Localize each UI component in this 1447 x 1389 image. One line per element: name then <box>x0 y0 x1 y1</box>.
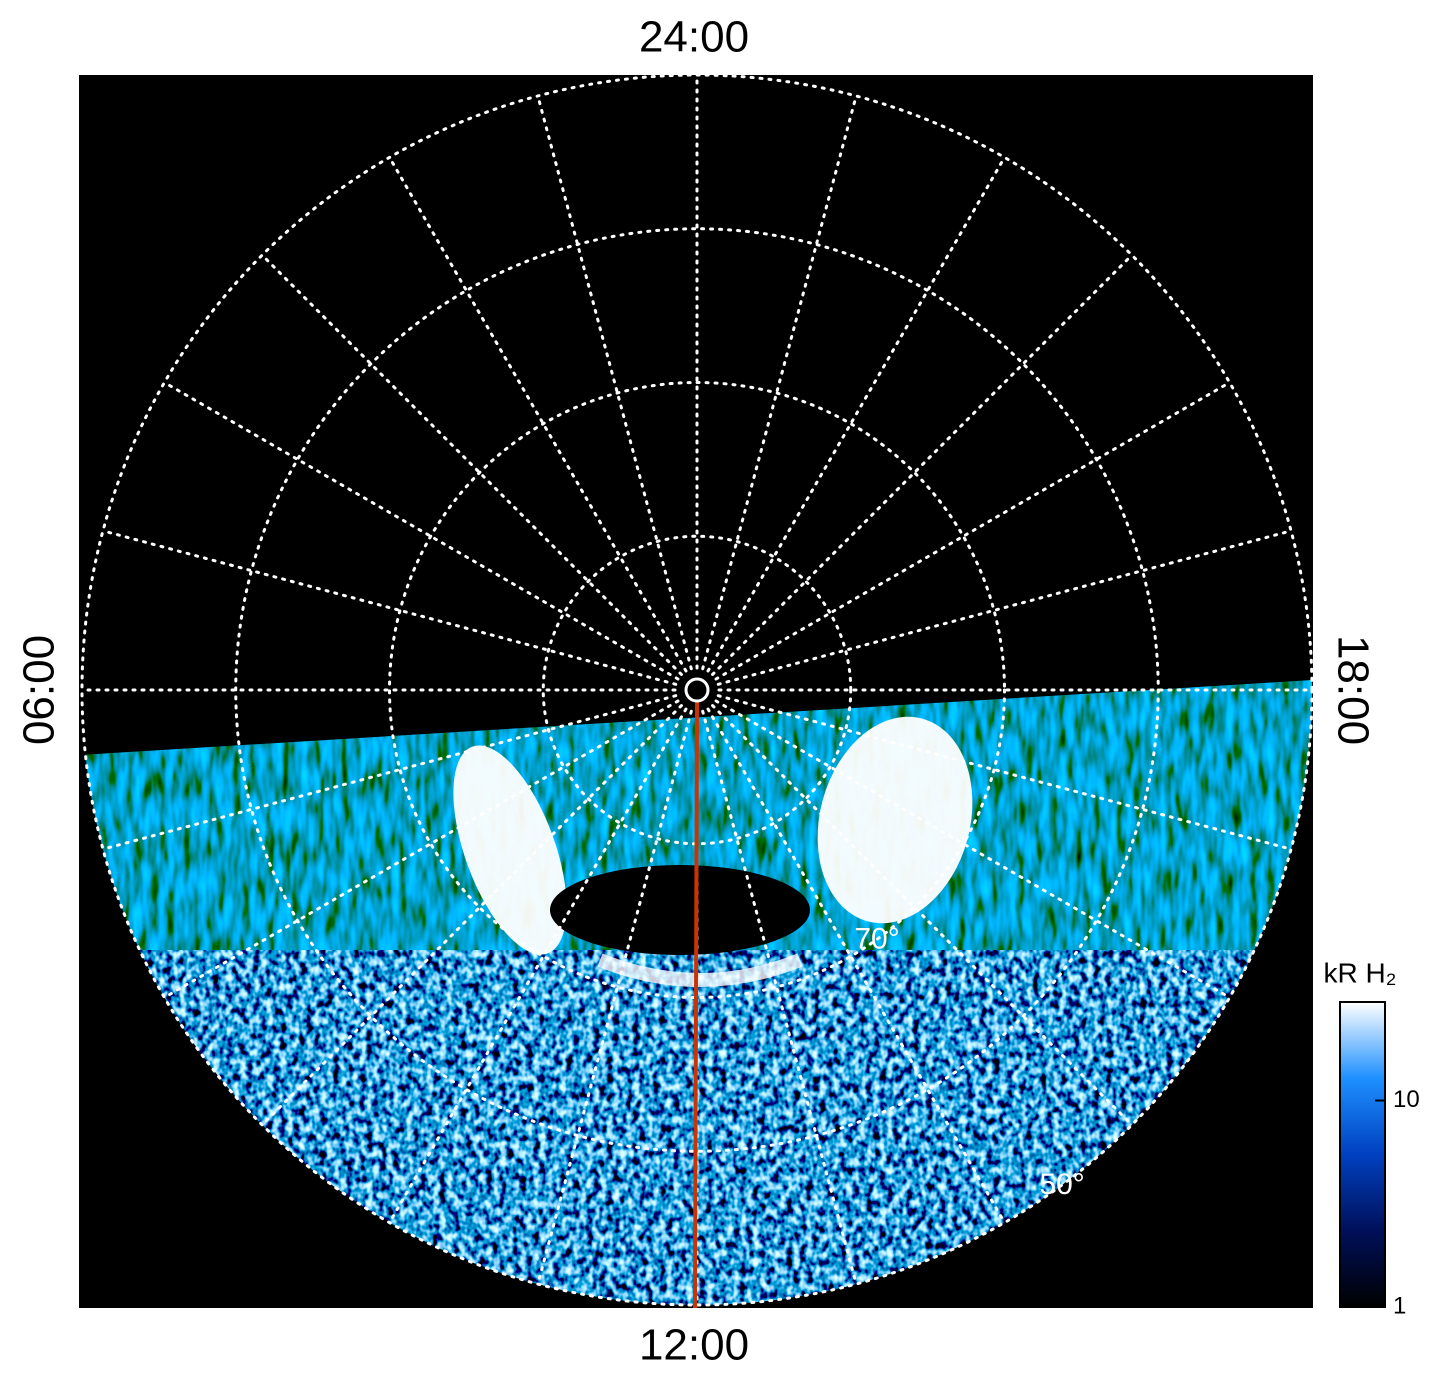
longitude-grid <box>101 694 678 851</box>
colorbar-tick-label: 1 <box>1393 1292 1406 1319</box>
longitude-grid <box>536 94 693 671</box>
meridian-line <box>693 699 699 1309</box>
colorbar <box>1339 1001 1386 1308</box>
longitude-grid <box>162 699 680 999</box>
hour-label: 12:00 <box>639 1321 749 1370</box>
latitude-grid <box>388 381 1006 999</box>
longitude-grid <box>714 699 1232 999</box>
longitude-grid <box>701 94 858 671</box>
latitude-label: 70° <box>854 923 899 956</box>
longitude-grid <box>701 709 858 1286</box>
longitude-grid <box>260 704 683 1127</box>
longitude-grid <box>706 707 1006 1225</box>
colorbar-label: kR H₂ <box>1323 957 1396 988</box>
longitude-grid <box>388 707 688 1225</box>
longitude-grid <box>714 381 1232 681</box>
longitude-grid <box>716 529 1293 686</box>
pole-marker <box>684 677 710 703</box>
longitude-grid <box>101 529 678 686</box>
longitude-grid <box>711 253 1134 676</box>
longitude-grid <box>711 704 1134 1127</box>
hour-label: 24:00 <box>639 13 749 62</box>
longitude-grid <box>162 381 680 681</box>
colorbar-tick-label: 10 <box>1393 1086 1420 1113</box>
hour-label: 18:00 <box>1328 635 1377 745</box>
longitude-grid <box>706 155 1006 673</box>
latitude-label: 50° <box>1039 1168 1084 1201</box>
longitude-grid <box>260 253 683 676</box>
latitude-grid <box>541 534 853 846</box>
latitude-grid <box>234 227 1160 1153</box>
hour-label: 06:00 <box>15 635 64 745</box>
longitude-grid <box>388 155 688 673</box>
longitude-grid <box>716 694 1293 851</box>
longitude-grid <box>536 709 693 1286</box>
